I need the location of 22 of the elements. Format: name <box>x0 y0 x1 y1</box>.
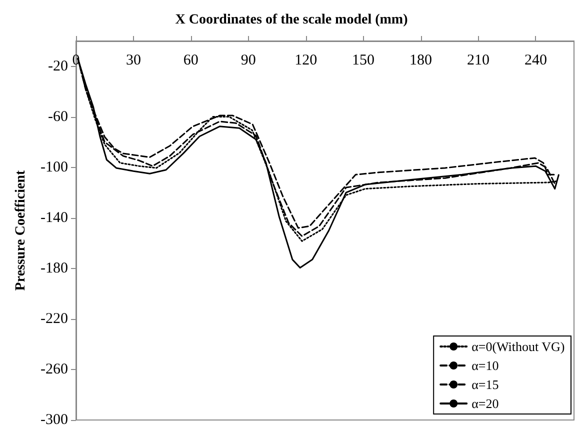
legend-label: α=10 <box>472 358 499 373</box>
legend-label: α=0(Without VG) <box>472 339 565 354</box>
y-tick-label: -140 <box>40 210 68 226</box>
x-tick-label: 90 <box>240 52 256 68</box>
y-tick-label: -300 <box>40 412 68 428</box>
y-tick-label: -260 <box>40 361 68 378</box>
x-tick-label: 150 <box>352 52 375 68</box>
x-tick-label: 210 <box>466 52 490 68</box>
y-tick-label: -180 <box>40 260 68 276</box>
y-tick-label: -20 <box>48 58 68 74</box>
legend-label: α=20 <box>472 396 499 411</box>
y-tick-label: -220 <box>40 310 68 327</box>
x-tick-label: 60 <box>183 52 198 68</box>
x-tick-label: 240 <box>524 52 547 68</box>
chart-title: X Coordinates of the scale model (mm) <box>175 12 408 28</box>
x-tick-label: 180 <box>410 52 432 68</box>
y-axis-title: Pressure Coefficient <box>14 170 28 291</box>
x-tick-label: 30 <box>126 52 141 68</box>
y-tick-label: -60 <box>48 108 68 125</box>
legend-label: α=15 <box>472 377 499 392</box>
y-tick-label: -100 <box>40 159 68 176</box>
x-tick-label: 120 <box>294 52 318 68</box>
